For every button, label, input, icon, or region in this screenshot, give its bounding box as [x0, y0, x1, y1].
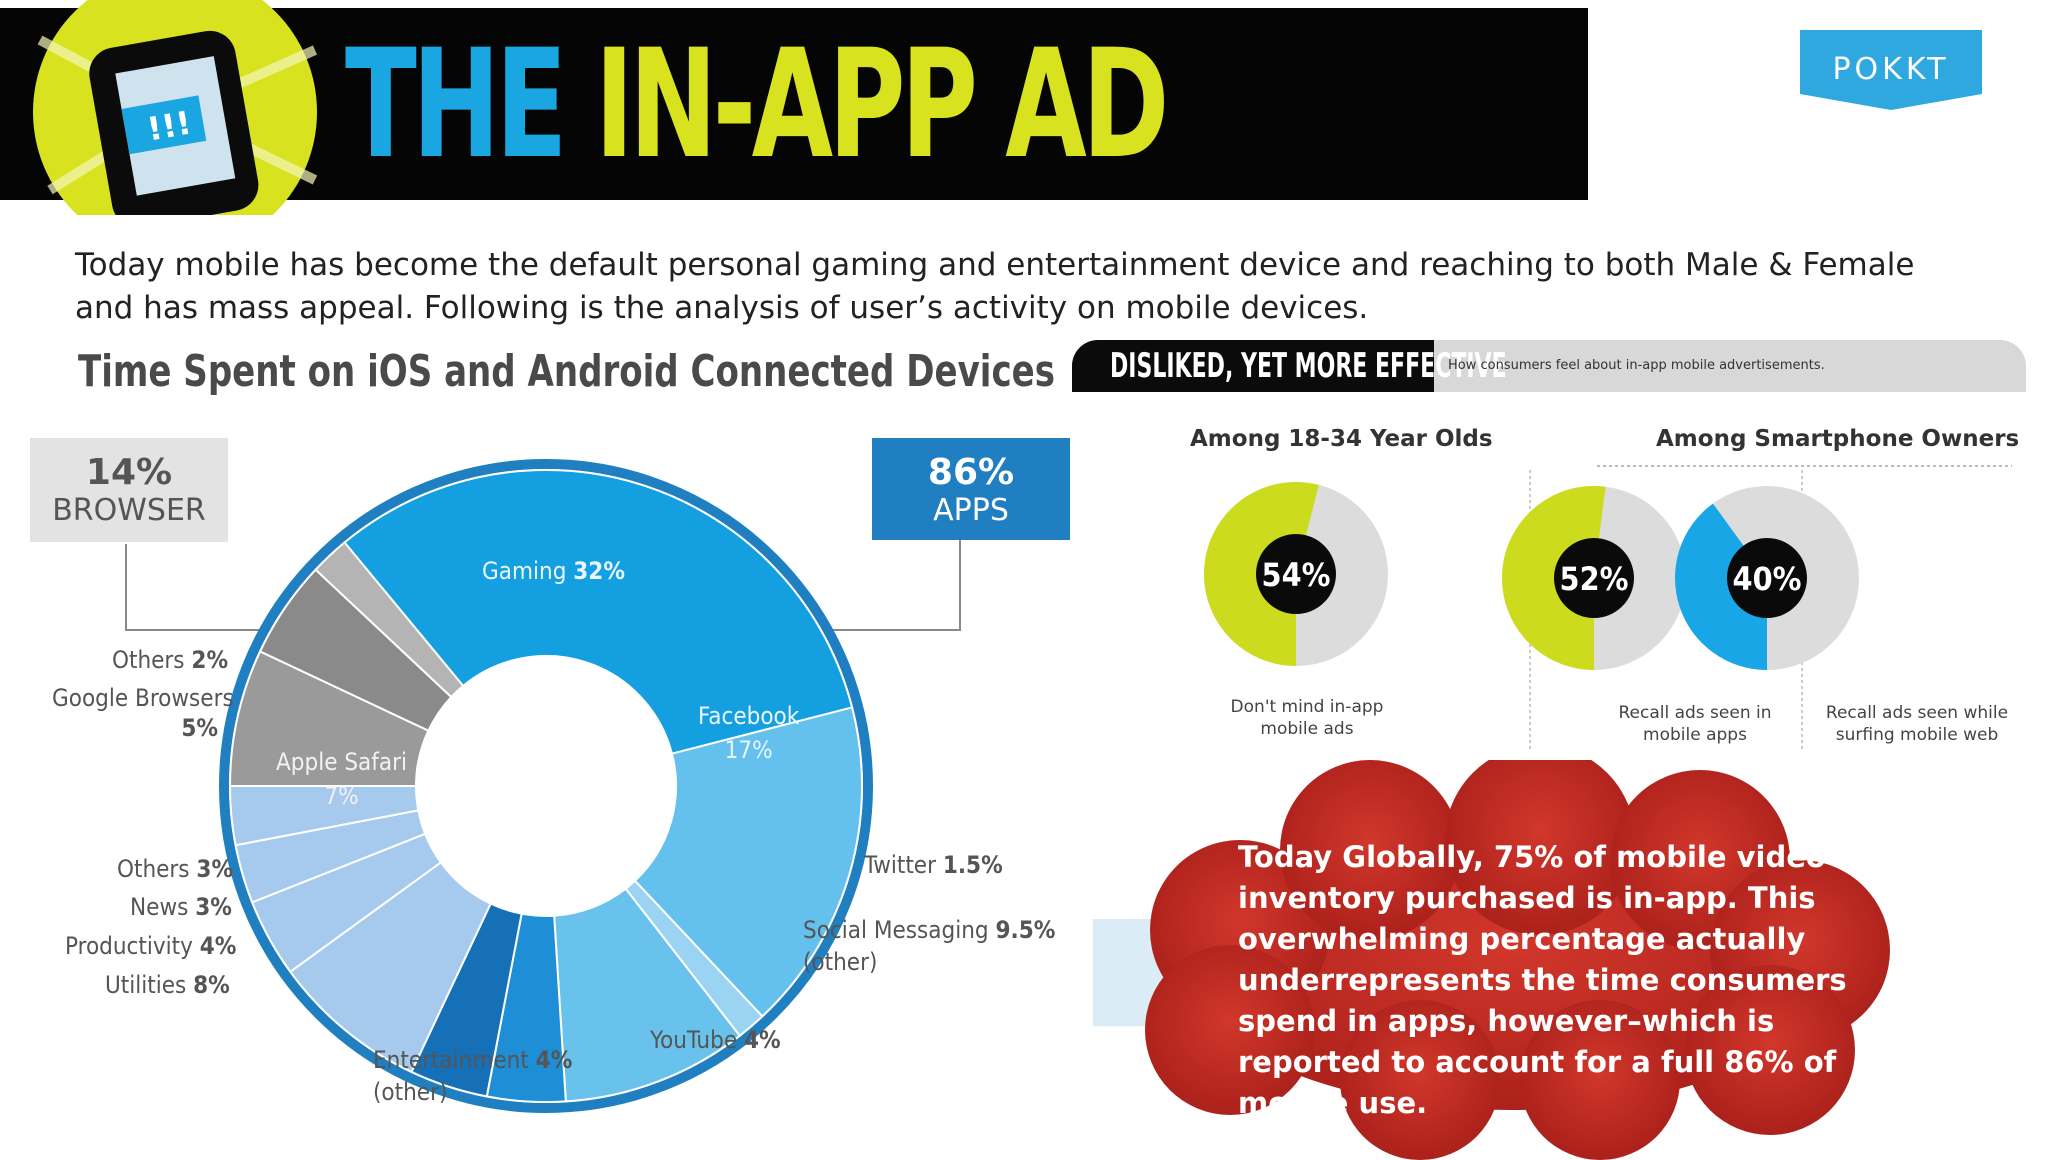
caption-54: Don't mind in-app mobile ads: [1230, 697, 1384, 739]
label-news-pct: 3%: [195, 893, 232, 921]
mini-pie-label-1: 52%: [1560, 560, 1629, 598]
label-apple-safari: Apple Safari 7%: [276, 748, 407, 810]
banner-title: THE IN-APP AD: [345, 30, 1169, 180]
label-productivity-pct: 4%: [199, 932, 237, 960]
label-google-browsers: Google Browsers 5%: [52, 684, 234, 742]
browser-pct: 14%: [85, 452, 173, 493]
label-gaming: Gaming 32%: [482, 557, 625, 585]
left-chart-title: Time Spent on iOS and Android Connected …: [78, 346, 1055, 397]
banner-title-the: THE: [345, 18, 567, 192]
label-twitter: Twitter 1.5%: [864, 851, 1003, 879]
title-banner: !!! THE IN-APP AD: [0, 0, 1588, 215]
label-social-messaging: Social Messaging 9.5% (other): [803, 916, 1055, 976]
browser-connector: [125, 544, 283, 631]
label-twitter-name: Twitter: [864, 851, 936, 879]
right-header-subtitle: How consumers feel about in-app mobile a…: [1448, 358, 1825, 373]
mini-pie-center-2: [1727, 538, 1807, 618]
label-browser-others: Others 2%: [112, 646, 228, 674]
label-social-messaging-extra: (other): [803, 948, 878, 976]
cloud-callout-text: Today Globally, 75% of mobile video ad i…: [1238, 840, 1877, 1120]
label-social-messaging-pct: 9.5%: [995, 916, 1056, 944]
label-twitter-pct: 1.5%: [942, 851, 1003, 879]
mini-pie-charts: 54% 52% 40%: [1204, 482, 1859, 670]
right-header-title-bg: [1072, 340, 1434, 392]
label-entertainment-extra: (other): [373, 1078, 448, 1106]
phone-icon: !!!: [33, 0, 318, 215]
caption-52: Recall ads seen in mobile apps: [1618, 703, 1772, 745]
label-apple-safari-pct: 7%: [324, 782, 359, 810]
label-facebook-name: Facebook: [698, 702, 800, 730]
right-header-title: DISLIKED, YET MORE EFFECTIVE: [1110, 346, 1507, 386]
label-productivity: Productivity 4%: [65, 932, 236, 960]
mini-pie-wedge-2: [1675, 503, 1767, 670]
label-google-browsers-pct: 5%: [181, 714, 218, 742]
donut-outer-ring: [219, 459, 873, 1113]
pokkt-logo: POKKT: [1800, 30, 1982, 110]
label-entertainment-name: Entertainment: [373, 1046, 529, 1074]
phone-icon-text: !!!: [144, 103, 194, 148]
mini-pie-label-2: 40%: [1733, 560, 1802, 598]
browser-label: BROWSER: [52, 493, 206, 528]
banner-title-inapp: IN-APP AD: [594, 18, 1170, 192]
apps-box: 86% APPS: [872, 438, 1070, 540]
label-apps-others: Others 3%: [117, 855, 233, 883]
label-browser-others-pct: 2%: [191, 646, 229, 674]
pokkt-logo-text: POKKT: [1832, 52, 1950, 87]
label-apps-others-pct: 3%: [196, 855, 234, 883]
mini-pie-center-0: [1256, 534, 1336, 614]
donut-slice-gaming-0: [343, 469, 854, 755]
label-youtube-name: YouTube: [650, 1026, 738, 1054]
time-spent-donut-chart: [125, 459, 961, 1113]
apps-pct: 86%: [927, 452, 1015, 493]
label-youtube: YouTube 4%: [650, 1026, 781, 1054]
label-entertainment-pct: 4%: [535, 1046, 573, 1074]
label-news: News 3%: [130, 893, 232, 921]
label-social-messaging-name: Social Messaging: [803, 916, 989, 944]
red-cloud-shape: [1145, 760, 1890, 1160]
label-entertainment: Entertainment 4% (other): [373, 1046, 572, 1106]
label-apple-safari-name: Apple Safari: [276, 748, 407, 776]
apps-label: APPS: [933, 493, 1009, 528]
label-utilities-pct: 8%: [193, 971, 230, 999]
label-productivity-name: Productivity: [65, 932, 193, 960]
donut-slice-others-12: [314, 541, 465, 699]
label-facebook-pct: 17%: [724, 736, 773, 764]
label-facebook: Facebook 17%: [698, 702, 799, 764]
label-gaming-name: Gaming: [482, 557, 567, 585]
label-google-browsers-name: Google Browsers: [52, 684, 234, 712]
apps-connector: [808, 540, 961, 631]
label-apps-others-name: Others: [117, 855, 190, 883]
label-youtube-pct: 4%: [743, 1026, 781, 1054]
label-news-name: News: [130, 893, 189, 921]
mini-pie-label-0: 54%: [1262, 556, 1331, 594]
mini-pie-center-1: [1554, 538, 1634, 618]
label-browser-others-name: Others: [112, 646, 185, 674]
group-title-18-34: Among 18-34 Year Olds: [1190, 426, 1493, 452]
label-utilities: Utilities 8%: [105, 971, 230, 999]
donut-slice-facebook-1: [633, 706, 863, 1018]
mini-pie-wedge-1: [1502, 486, 1606, 670]
label-gaming-pct: 32%: [573, 557, 625, 585]
caption-40: Recall ads seen while surfing mobile web: [1825, 703, 2009, 745]
label-utilities-name: Utilities: [105, 971, 187, 999]
chart-connectors: [125, 540, 961, 631]
intro-paragraph: Today mobile has become the default pers…: [75, 247, 1915, 326]
group-title-smartphone-owners: Among Smartphone Owners: [1656, 426, 2020, 452]
browser-box: 14% BROWSER: [30, 438, 228, 542]
